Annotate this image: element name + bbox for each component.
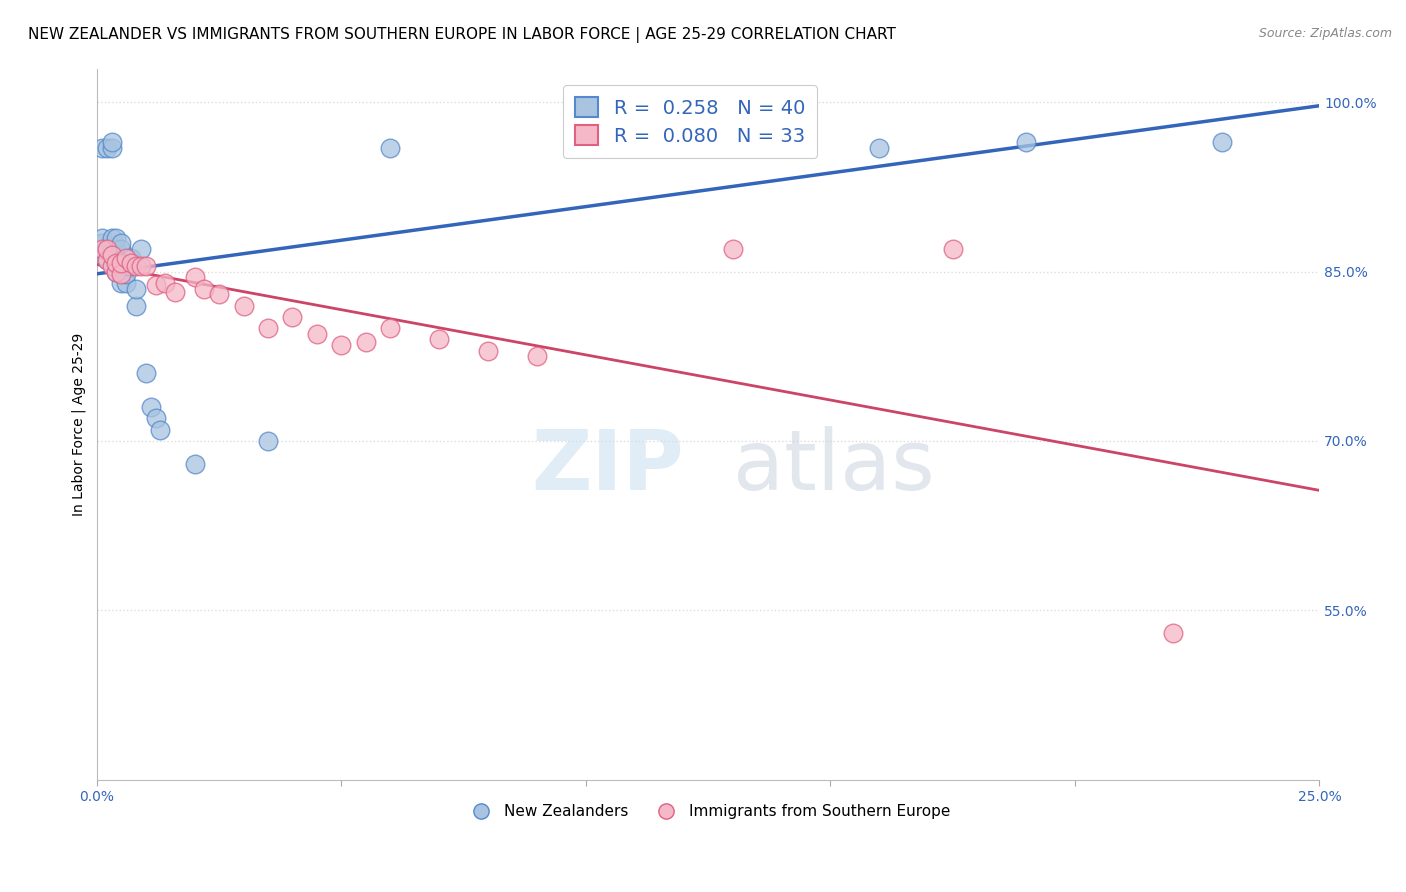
Point bbox=[110, 236, 132, 251]
Point bbox=[697, 135, 720, 149]
Point bbox=[120, 255, 142, 269]
Point bbox=[110, 242, 132, 256]
Point bbox=[868, 140, 890, 154]
Point bbox=[120, 251, 142, 265]
Point bbox=[1015, 135, 1038, 149]
Point bbox=[281, 310, 304, 324]
Point bbox=[257, 434, 280, 448]
Point bbox=[125, 299, 148, 313]
Point bbox=[208, 287, 231, 301]
Point bbox=[96, 242, 118, 256]
Point bbox=[1211, 135, 1233, 149]
Point bbox=[105, 255, 128, 269]
Point bbox=[257, 321, 280, 335]
Point bbox=[96, 253, 118, 268]
Point bbox=[105, 265, 128, 279]
Point bbox=[96, 242, 118, 256]
Point bbox=[125, 259, 148, 273]
Point bbox=[105, 265, 128, 279]
Point bbox=[115, 276, 138, 290]
Point bbox=[129, 259, 152, 273]
Point bbox=[139, 400, 162, 414]
Point bbox=[105, 255, 128, 269]
Point bbox=[96, 140, 118, 154]
Point bbox=[90, 242, 112, 256]
Point bbox=[125, 282, 148, 296]
Point bbox=[90, 231, 112, 245]
Point bbox=[232, 299, 254, 313]
Point bbox=[105, 231, 128, 245]
Text: NEW ZEALANDER VS IMMIGRANTS FROM SOUTHERN EUROPE IN LABOR FORCE | AGE 25-29 CORR: NEW ZEALANDER VS IMMIGRANTS FROM SOUTHER… bbox=[28, 27, 896, 43]
Point bbox=[575, 140, 598, 154]
Point bbox=[380, 321, 402, 335]
Point bbox=[354, 334, 377, 349]
Point bbox=[120, 259, 142, 273]
Point bbox=[380, 140, 402, 154]
Point bbox=[100, 259, 122, 273]
Point bbox=[100, 231, 122, 245]
Point bbox=[526, 349, 548, 363]
Point bbox=[129, 242, 152, 256]
Point bbox=[100, 135, 122, 149]
Point bbox=[330, 338, 353, 352]
Text: atlas: atlas bbox=[733, 426, 935, 508]
Point bbox=[193, 282, 215, 296]
Point bbox=[100, 242, 122, 256]
Point bbox=[721, 242, 744, 256]
Point bbox=[100, 140, 122, 154]
Point bbox=[135, 366, 157, 380]
Point bbox=[135, 259, 157, 273]
Point bbox=[115, 267, 138, 281]
Legend: New Zealanders, Immigrants from Southern Europe: New Zealanders, Immigrants from Southern… bbox=[460, 798, 957, 825]
Y-axis label: In Labor Force | Age 25-29: In Labor Force | Age 25-29 bbox=[72, 333, 86, 516]
Point bbox=[105, 251, 128, 265]
Point bbox=[90, 236, 112, 251]
Text: Source: ZipAtlas.com: Source: ZipAtlas.com bbox=[1258, 27, 1392, 40]
Point bbox=[90, 140, 112, 154]
Point bbox=[149, 423, 172, 437]
Point bbox=[110, 276, 132, 290]
Point bbox=[427, 333, 450, 347]
Text: ZIP: ZIP bbox=[531, 426, 683, 508]
Point bbox=[115, 259, 138, 273]
Point bbox=[305, 326, 328, 341]
Point bbox=[96, 253, 118, 268]
Point bbox=[155, 276, 177, 290]
Point bbox=[183, 457, 205, 471]
Point bbox=[477, 343, 499, 358]
Point bbox=[183, 270, 205, 285]
Point bbox=[100, 248, 122, 262]
Point bbox=[115, 251, 138, 265]
Point bbox=[105, 242, 128, 256]
Point bbox=[145, 278, 167, 293]
Point bbox=[165, 285, 187, 299]
Point bbox=[942, 242, 965, 256]
Point bbox=[110, 267, 132, 281]
Point bbox=[1161, 625, 1184, 640]
Point bbox=[90, 242, 112, 256]
Point bbox=[110, 259, 132, 273]
Point bbox=[145, 411, 167, 425]
Point bbox=[110, 255, 132, 269]
